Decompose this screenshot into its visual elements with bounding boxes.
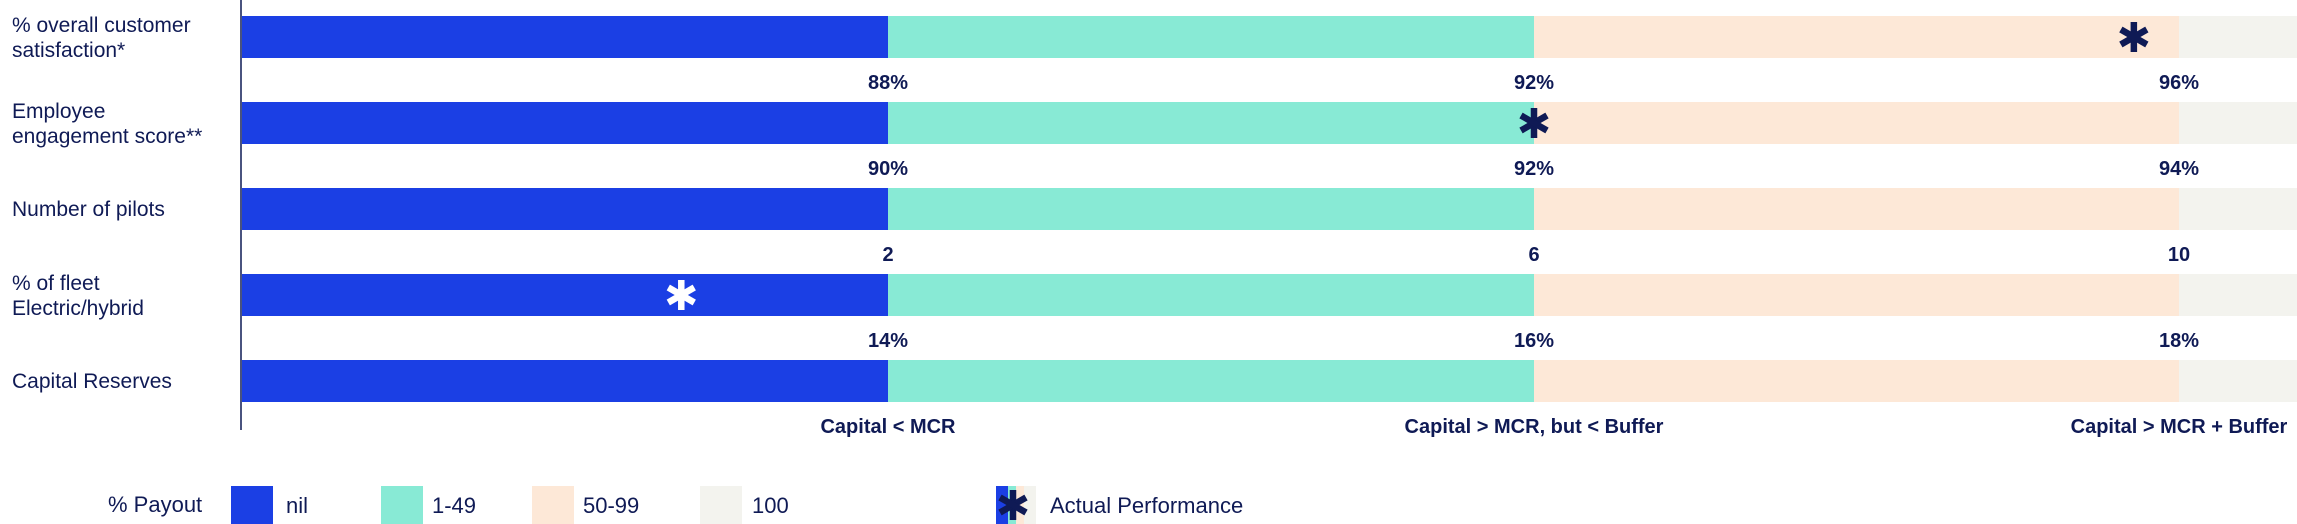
bar-segment-nil <box>242 102 888 144</box>
bar-segment-1-49 <box>888 16 1534 58</box>
threshold-label: 6 <box>1528 244 1539 266</box>
asterisk-stroke <box>1519 112 1549 134</box>
bar-segment-nil <box>242 16 888 58</box>
row-label: satisfaction* <box>12 39 125 62</box>
bar-segment-nil <box>242 188 888 230</box>
bar-segment-100 <box>2179 274 2297 316</box>
row-label: Capital Reserves <box>12 370 172 393</box>
legend-swatch <box>231 486 273 524</box>
chart-row: Capital Reserves Capital < MCR Capital > M… <box>12 360 2297 438</box>
row-label: Number of pilots <box>12 198 165 221</box>
row-label: % of fleet <box>12 272 100 295</box>
bar-segment-50-99 <box>1534 274 2179 316</box>
row-label: Electric/hybrid <box>12 297 144 320</box>
actual-performance-icon <box>998 490 1028 520</box>
legend-actual-label: Actual Performance <box>1050 493 1243 518</box>
threshold-label: Capital > MCR, but < Buffer <box>1405 416 1664 438</box>
bar-segment-100 <box>2179 360 2297 402</box>
threshold-label: 14% <box>868 330 908 352</box>
row-label: % overall customer <box>12 14 191 37</box>
bar-segment-1-49 <box>888 102 1534 144</box>
bar-segment-nil <box>242 360 888 402</box>
threshold-label: 90% <box>868 158 908 180</box>
legend-actual-swatch <box>996 486 1036 524</box>
bar-segment-1-49 <box>888 360 1534 402</box>
threshold-label: 92% <box>1514 72 1554 94</box>
threshold-label: 96% <box>2159 72 2199 94</box>
row-label: engagement score** <box>12 125 202 148</box>
asterisk-stroke <box>666 284 696 306</box>
threshold-label: 92% <box>1514 158 1554 180</box>
threshold-label: 2 <box>882 244 893 266</box>
legend-swatch <box>532 486 574 524</box>
threshold-label: 10 <box>2168 244 2190 266</box>
legend-swatch-part <box>996 486 1008 524</box>
actual-performance-marker <box>1519 108 1549 138</box>
threshold-label: Capital < MCR <box>820 416 956 438</box>
actual-performance-marker <box>666 280 696 310</box>
threshold-label: 94% <box>2159 158 2199 180</box>
legend-item-label: 1-49 <box>432 493 476 518</box>
legend-item-label: 50-99 <box>583 493 639 518</box>
bar-segment-50-99 <box>1534 188 2179 230</box>
legend: % Payout nil 1-49 50-99 100 Actual Performanc… <box>108 486 1243 524</box>
chart-row: Number of pilots 2 6 10 <box>12 188 2297 266</box>
bar-segment-1-49 <box>888 188 1534 230</box>
row-label: Employee <box>12 100 105 123</box>
threshold-label: 16% <box>1514 330 1554 352</box>
bar-segment-100 <box>2179 102 2297 144</box>
bar-segment-1-49 <box>888 274 1534 316</box>
asterisk-stroke <box>998 494 1028 516</box>
legend-title: % Payout <box>108 492 202 517</box>
legend-swatch <box>700 486 742 524</box>
legend-swatch-part <box>1016 486 1024 524</box>
threshold-label: 88% <box>868 72 908 94</box>
actual-performance-marker <box>2119 22 2149 52</box>
bar-segment-nil <box>242 274 888 316</box>
legend-swatch <box>381 486 423 524</box>
asterisk-stroke <box>2119 26 2149 48</box>
bar-segment-100 <box>2179 16 2297 58</box>
legend-swatch-part <box>1024 486 1036 524</box>
legend-item-label: 100 <box>752 493 789 518</box>
threshold-label: 18% <box>2159 330 2199 352</box>
bar-segment-50-99 <box>1534 16 2179 58</box>
legend-item-label: nil <box>286 493 308 518</box>
bar-segment-100 <box>2179 188 2297 230</box>
threshold-label: Capital > MCR + Buffer <box>2071 416 2288 438</box>
bar-segment-50-99 <box>1534 102 2179 144</box>
bar-segment-50-99 <box>1534 360 2179 402</box>
